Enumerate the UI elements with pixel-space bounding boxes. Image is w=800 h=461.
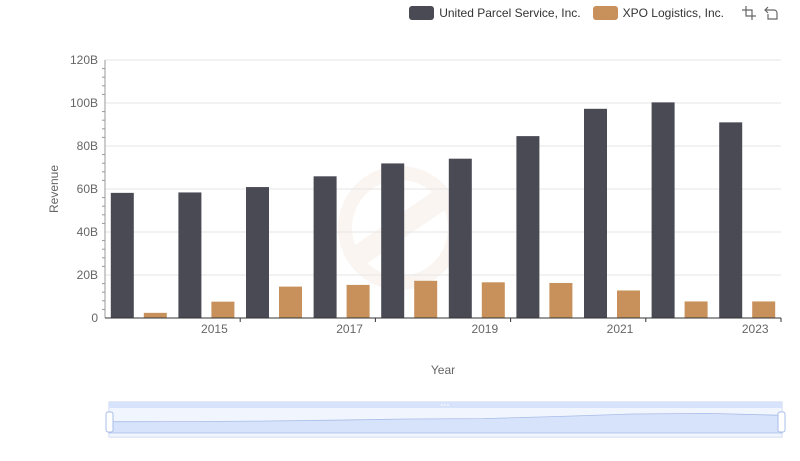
bar-ups-2017[interactable]: [313, 176, 337, 318]
legend-label-ups: United Parcel Service, Inc.: [439, 6, 581, 20]
x-axis-title: Year: [431, 363, 455, 377]
bar-xpo-2023[interactable]: [752, 301, 776, 318]
bar-xpo-2021[interactable]: [617, 290, 640, 318]
legend-item-ups[interactable]: United Parcel Service, Inc.: [409, 6, 581, 20]
legend: United Parcel Service, Inc. XPO Logistic…: [409, 4, 780, 22]
x-tick-label: 2023: [742, 322, 769, 336]
zoom-grip-icon: [441, 404, 449, 406]
y-axis-title: Revenue: [47, 165, 61, 213]
bar-xpo-2016[interactable]: [279, 286, 302, 318]
y-tick-label: 40B: [77, 225, 98, 239]
data-zoom-slider[interactable]: [105, 401, 786, 438]
zoom-handle-right[interactable]: [777, 411, 786, 433]
bar-ups-2016[interactable]: [246, 187, 269, 318]
bar-ups-2019[interactable]: [448, 158, 472, 318]
x-tick-label: 2021: [607, 322, 634, 336]
zoom-select-icon[interactable]: [740, 4, 758, 22]
bar-ups-2018[interactable]: [381, 163, 405, 318]
x-tick-label: 2017: [336, 322, 363, 336]
legend-swatch-ups: [409, 6, 435, 20]
bar-ups-2022[interactable]: [651, 102, 675, 318]
legend-item-xpo[interactable]: XPO Logistics, Inc.: [592, 6, 724, 20]
bar-xpo-2018[interactable]: [414, 280, 438, 318]
y-tick-label: 60B: [77, 182, 98, 196]
bar-xpo-2014[interactable]: [143, 312, 167, 318]
zoom-reset-icon[interactable]: [762, 4, 780, 22]
zoom-handle-left[interactable]: [105, 411, 114, 433]
bar-xpo-2022[interactable]: [684, 301, 708, 318]
x-tick-label: 2019: [471, 322, 498, 336]
bar-ups-2020[interactable]: [516, 136, 540, 318]
bar-ups-2014[interactable]: [110, 192, 134, 318]
bar-ups-2015[interactable]: [178, 192, 202, 318]
x-tick-label: 2015: [201, 322, 228, 336]
y-tick-label: 100B: [70, 96, 98, 110]
y-tick-label: 80B: [77, 139, 98, 153]
y-tick-label: 120B: [70, 53, 98, 67]
bar-xpo-2020[interactable]: [549, 282, 573, 318]
y-tick-label: 0: [91, 311, 98, 325]
bar-xpo-2015[interactable]: [211, 301, 235, 318]
y-tick-label: 20B: [77, 268, 98, 282]
bar-xpo-2019[interactable]: [481, 282, 505, 318]
bar-xpo-2017[interactable]: [346, 284, 370, 318]
bar-ups-2023[interactable]: [719, 122, 743, 318]
legend-swatch-xpo: [592, 6, 618, 20]
bar-ups-2021[interactable]: [584, 108, 607, 319]
legend-label-xpo: XPO Logistics, Inc.: [622, 6, 724, 20]
